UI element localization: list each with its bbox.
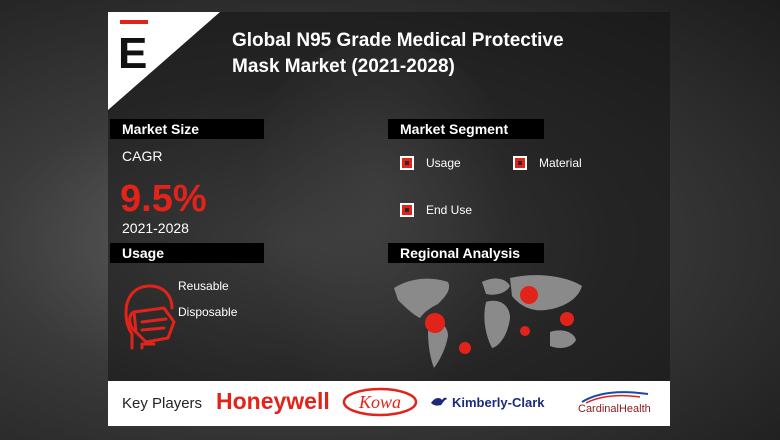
regional-analysis-heading: Regional Analysis <box>388 243 544 263</box>
world-map-icon <box>394 275 582 368</box>
logo-letter: E <box>118 29 147 78</box>
bullet-icon <box>400 203 414 217</box>
segment-item-material: Material <box>513 156 582 170</box>
title-line-1: Global N95 Grade Medical Protective <box>232 30 564 51</box>
cagr-value: 9.5% <box>120 178 207 220</box>
usage-heading: Usage <box>110 243 264 263</box>
infographic-card <box>108 12 670 426</box>
kimberly-clark-bird-icon <box>431 397 447 406</box>
usage-item-reusable: Reusable <box>178 279 229 293</box>
segment-label: Usage <box>426 156 461 170</box>
cagr-years: 2021-2028 <box>122 220 189 236</box>
honeywell-logo: Honeywell <box>216 388 330 414</box>
bullet-icon <box>400 156 414 170</box>
key-players-label: Key Players <box>122 395 203 412</box>
bullet-icon <box>513 156 527 170</box>
market-segment-heading: Market Segment <box>388 119 544 139</box>
cardinal-health-logo: CardinalHealth <box>578 388 668 422</box>
cardinal-health-text: CardinalHealth <box>578 403 651 415</box>
kowa-text: Kowa <box>358 392 401 412</box>
market-size-heading: Market Size <box>110 119 264 139</box>
page-title: Global N95 Grade Medical Protective Mask… <box>232 28 652 80</box>
segment-item-usage: Usage <box>400 156 461 170</box>
cardinal-health-swoosh-icon <box>581 391 649 404</box>
segment-label: End Use <box>426 203 473 217</box>
face-mask-icon <box>124 284 176 350</box>
usage-item-disposable: Disposable <box>178 305 238 319</box>
title-line-2: Mask Market (2021-2028) <box>232 56 455 77</box>
segment-label: Material <box>539 156 582 170</box>
kimberly-clark-logo: Kimberly-Clark <box>430 394 544 410</box>
kowa-logo: Kowa <box>342 387 418 417</box>
logo-corner: E <box>108 12 220 110</box>
kimberly-clark-text: Kimberly-Clark <box>452 394 545 410</box>
cagr-label: CAGR <box>122 148 163 164</box>
segment-item-end-use: End Use <box>400 203 472 217</box>
